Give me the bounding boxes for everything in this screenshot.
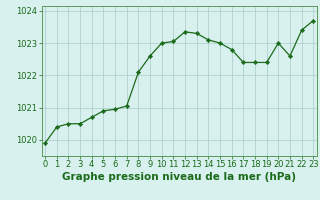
X-axis label: Graphe pression niveau de la mer (hPa): Graphe pression niveau de la mer (hPa) — [62, 172, 296, 182]
